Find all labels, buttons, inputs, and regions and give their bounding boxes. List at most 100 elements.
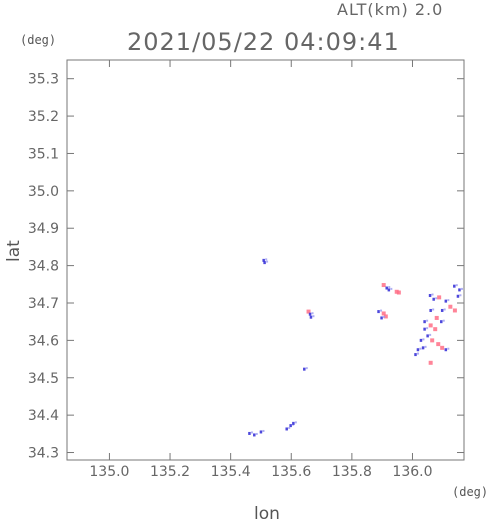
y-tick-label: 34.8: [28, 259, 59, 275]
data-point-halo: [426, 327, 429, 330]
ticks-layer: 34.3 34.4 34.5 34.6 34.7 34.8 34.9 35.0 35.1 35.2…: [28, 60, 464, 480]
data-point: [433, 327, 438, 332]
data-point-halo: [443, 308, 446, 311]
data-point-halo: [431, 293, 434, 296]
data-point: [448, 304, 453, 309]
data-point: [259, 430, 263, 434]
data-point-halo: [426, 319, 429, 322]
data-point: [456, 294, 460, 298]
data-point: [414, 353, 417, 357]
y-tick-label: 34.6: [28, 333, 59, 349]
data-point: [430, 338, 435, 343]
data-point: [381, 311, 386, 316]
y-tick-label: 34.5: [28, 371, 59, 387]
data-point: [309, 315, 313, 319]
data-point-halo: [447, 347, 450, 350]
data-point: [387, 288, 391, 292]
altitude-label: ALT(km) 2.0: [337, 0, 444, 19]
data-point-halo: [266, 260, 269, 263]
data-point: [432, 297, 435, 301]
data-point-halo: [424, 345, 427, 348]
data-point-halo: [390, 287, 393, 290]
data-point: [440, 308, 444, 312]
data-point: [440, 320, 443, 324]
data-point: [385, 286, 388, 290]
data-point: [423, 320, 426, 324]
data-point: [444, 348, 448, 352]
data-point-halo: [288, 426, 291, 429]
data-point: [308, 312, 312, 316]
y-tick-label: 34.9: [28, 221, 59, 237]
x-tick-label: 135.2: [150, 464, 190, 480]
x-tick-label: 135.0: [89, 464, 129, 480]
timestamp-title: 2021/05/22 04:09:41: [127, 28, 400, 56]
data-point: [263, 261, 266, 265]
data-point-halo: [380, 309, 383, 312]
y-tick-label: 34.7: [28, 296, 59, 312]
data-point-halo: [447, 299, 450, 302]
data-point: [381, 283, 386, 288]
data-point-halo: [294, 421, 297, 424]
x-tick-label: 136.0: [392, 464, 432, 480]
data-point-halo: [311, 312, 314, 315]
data-point: [253, 433, 256, 437]
data-point: [394, 289, 399, 294]
data-point: [262, 258, 265, 262]
data-point: [428, 294, 432, 298]
data-point: [248, 431, 251, 435]
data-point: [434, 315, 439, 320]
data-point-halo: [388, 286, 391, 289]
data-point: [428, 360, 433, 365]
data-point-halo: [419, 347, 422, 350]
data-point-halo: [459, 294, 462, 297]
data-point: [453, 284, 456, 288]
plot-frame: [66, 59, 465, 461]
data-point: [436, 342, 441, 347]
data-point: [419, 338, 423, 342]
data-point: [292, 421, 295, 425]
x-tick-label: 135.8: [332, 464, 372, 480]
data-point-halo: [417, 352, 420, 355]
y-axis-unit: (deg): [20, 33, 57, 47]
data-point-halo: [432, 308, 435, 311]
y-tick-label: 35.3: [28, 72, 59, 88]
data-point-halo: [265, 258, 268, 261]
y-tick-label: 34.3: [28, 446, 59, 462]
data-point: [306, 309, 311, 314]
data-point: [421, 346, 425, 350]
data-point: [440, 345, 445, 350]
data-point: [452, 308, 457, 313]
data-point: [444, 299, 448, 303]
y-tick-label: 34.4: [28, 408, 59, 424]
x-axis-label: lon: [254, 504, 280, 524]
data-point: [416, 348, 420, 352]
x-tick-label: 135.4: [211, 464, 251, 480]
data-point: [285, 427, 288, 431]
y-tick-label: 35.1: [28, 146, 59, 162]
data-point-halo: [455, 284, 458, 287]
data-point: [396, 290, 401, 295]
data-point: [289, 424, 292, 428]
data-point-halo: [312, 315, 315, 318]
data-point-halo: [250, 431, 253, 434]
data-point: [429, 308, 432, 312]
data-point: [426, 334, 429, 338]
y-tick-label: 35.0: [28, 184, 59, 200]
data-point: [377, 310, 380, 314]
data-marks: [248, 258, 463, 437]
data-point-halo: [255, 432, 258, 435]
y-tick-label: 35.2: [28, 109, 59, 125]
x-tick-label: 135.6: [271, 464, 311, 480]
data-point: [458, 288, 461, 292]
data-point-halo: [460, 287, 463, 290]
data-point-halo: [305, 367, 308, 370]
data-point: [383, 314, 388, 319]
data-point-halo: [262, 429, 265, 432]
data-point-halo: [429, 333, 432, 336]
data-point: [437, 295, 442, 300]
data-point-halo: [442, 319, 445, 322]
data-point-halo: [422, 338, 425, 341]
data-point-halo: [383, 315, 386, 318]
data-point: [428, 323, 433, 328]
